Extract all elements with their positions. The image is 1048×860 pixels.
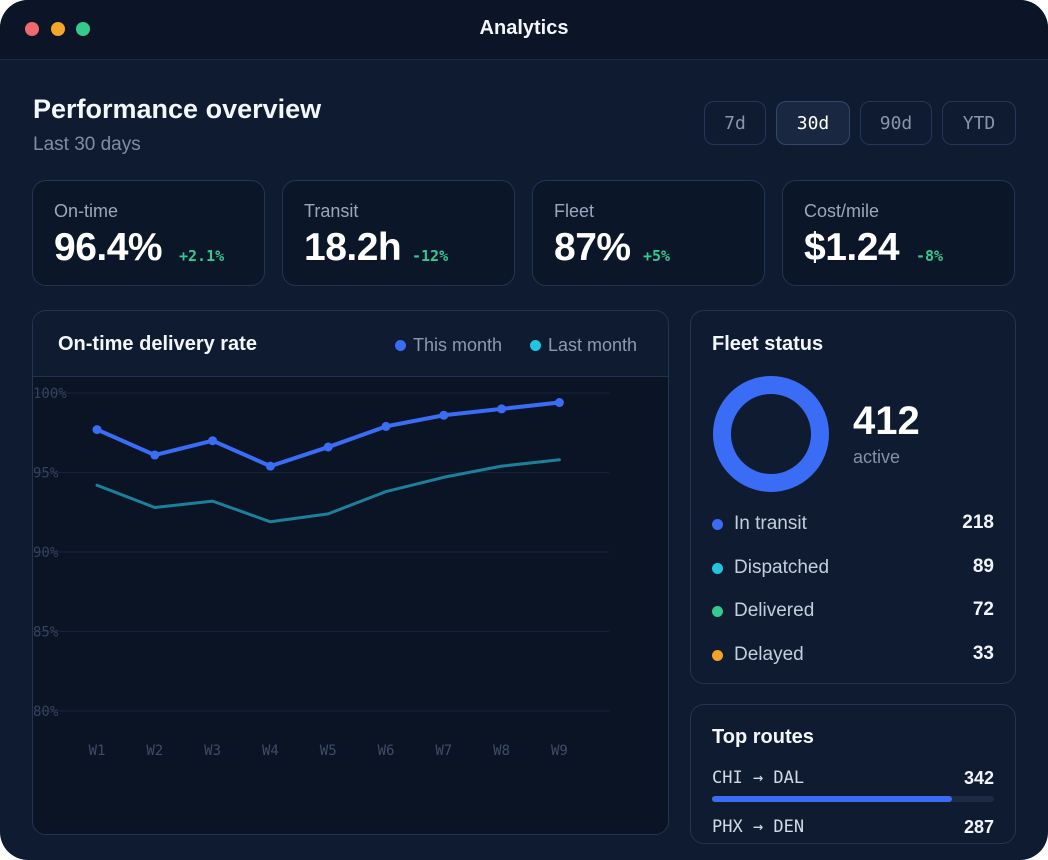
- fleet-status-panel: Fleet status 412 active In transit 218 D…: [690, 310, 1016, 684]
- x-tick-label: W1: [89, 743, 106, 759]
- data-point: [497, 404, 507, 414]
- status-row-dispatched: Dispatched 89: [712, 556, 994, 580]
- status-count: 72: [972, 599, 994, 620]
- x-tick-label: W9: [551, 743, 568, 759]
- fleet-active-label: active: [853, 447, 901, 467]
- chart-body: 100% 95% 90% 85% 80% W1 W2 W3 W4 W5 W6 W7 W8 W9: [33, 377, 668, 834]
- kpi-delta: +2.1%: [179, 247, 225, 265]
- x-tick-label: W2: [146, 743, 163, 759]
- minimize-window-button[interactable]: [51, 22, 65, 36]
- status-count: 89: [972, 556, 994, 577]
- kpi-card-cost-per-mile: Cost/mile $1.24 -8%: [782, 180, 1015, 286]
- title-bar: Analytics: [0, 0, 1048, 60]
- series-line-this-month: [95, 400, 562, 469]
- top-routes-panel: Top routes CHI → DAL 342 PHX → DEN 287: [690, 704, 1016, 844]
- legend-last-month-icon: [530, 340, 541, 351]
- x-tick-label: W7: [435, 743, 452, 759]
- chart-header: On-time delivery rate This month Last mo…: [33, 311, 668, 377]
- status-count: 33: [972, 643, 994, 664]
- close-window-button[interactable]: [25, 22, 39, 36]
- x-tick-label: W6: [378, 743, 395, 759]
- status-count: 218: [962, 512, 994, 533]
- kpi-label: Fleet: [554, 201, 595, 221]
- y-tick-label: 95%: [33, 466, 59, 482]
- kpi-value: $1.24: [804, 226, 900, 269]
- kpi-card-on-time: On-time 96.4% +2.1%: [32, 180, 265, 286]
- y-tick-label: 100%: [33, 386, 67, 402]
- fleet-active-count: 412: [853, 399, 920, 443]
- legend-this-month: This month: [413, 335, 503, 355]
- fleet-status-title: Fleet status: [712, 333, 824, 355]
- range-7d-button[interactable]: 7d: [704, 101, 766, 145]
- fleet-donut-chart: [713, 376, 829, 492]
- legend-this-month-icon: [395, 340, 406, 351]
- status-row-in-transit: In transit 218: [712, 512, 994, 536]
- window-title: Analytics: [479, 17, 569, 39]
- kpi-delta: -8%: [916, 247, 944, 265]
- status-label: Delivered: [734, 600, 815, 621]
- x-tick-label: W8: [493, 743, 510, 759]
- range-30d-button[interactable]: 30d: [776, 101, 850, 145]
- route-name: CHI → DAL: [712, 768, 805, 788]
- y-tick-label: 85%: [33, 625, 59, 641]
- maximize-window-button[interactable]: [76, 22, 90, 36]
- route-count: 287: [963, 817, 994, 837]
- range-90d-button[interactable]: 90d: [860, 101, 932, 145]
- line-chart: 100% 95% 90% 85% 80% W1 W2 W3 W4 W5 W6 W7 W8 W9: [33, 386, 609, 759]
- page-subtitle: Last 30 days: [33, 134, 141, 155]
- status-label: Delayed: [734, 644, 804, 665]
- status-row-delayed: Delayed 33: [712, 643, 994, 667]
- kpi-card-transit: Transit 18.2h -12%: [282, 180, 515, 286]
- y-tick-label: 80%: [33, 704, 59, 720]
- kpi-delta: +5%: [643, 247, 671, 265]
- route-bar-track: [712, 796, 994, 802]
- data-point: [150, 450, 160, 460]
- status-dot-icon: [712, 563, 723, 574]
- kpi-label: On-time: [54, 201, 119, 221]
- series-line-last-month: [95, 458, 561, 524]
- range-ytd-button[interactable]: YTD: [942, 101, 1016, 145]
- route-name: PHX → DEN: [712, 817, 805, 837]
- kpi-value: 18.2h: [304, 226, 402, 269]
- status-row-delivered: Delivered 72: [712, 599, 994, 623]
- kpi-value: 96.4%: [54, 226, 163, 269]
- top-routes-title: Top routes: [712, 726, 814, 748]
- donut-ring: [713, 376, 829, 492]
- status-dot-icon: [712, 519, 723, 530]
- route-count: 342: [963, 768, 994, 788]
- data-point: [439, 410, 449, 420]
- kpi-label: Cost/mile: [804, 201, 880, 221]
- route-bar-fill: [712, 796, 952, 802]
- status-label: Dispatched: [734, 557, 830, 578]
- on-time-chart-panel: On-time delivery rate This month Last mo…: [32, 310, 669, 835]
- data-point: [554, 398, 564, 408]
- kpi-delta: -12%: [412, 247, 449, 265]
- data-point: [92, 425, 102, 435]
- kpi-label: Transit: [304, 201, 359, 221]
- legend-last-month: Last month: [548, 335, 638, 355]
- kpi-value: 87%: [554, 226, 631, 269]
- data-point: [265, 461, 275, 471]
- data-point: [323, 442, 333, 452]
- y-tick-label: 90%: [33, 545, 59, 561]
- status-dot-icon: [712, 606, 723, 617]
- data-point: [381, 421, 391, 431]
- x-tick-label: W3: [204, 743, 221, 759]
- status-label: In transit: [734, 513, 807, 534]
- x-tick-label: W5: [320, 743, 337, 759]
- x-tick-label: W4: [262, 743, 279, 759]
- data-point: [208, 436, 218, 446]
- page-title: Performance overview: [33, 94, 322, 124]
- status-dot-icon: [712, 650, 723, 661]
- kpi-card-fleet: Fleet 87% +5%: [532, 180, 765, 286]
- chart-title: On-time delivery rate: [58, 333, 257, 355]
